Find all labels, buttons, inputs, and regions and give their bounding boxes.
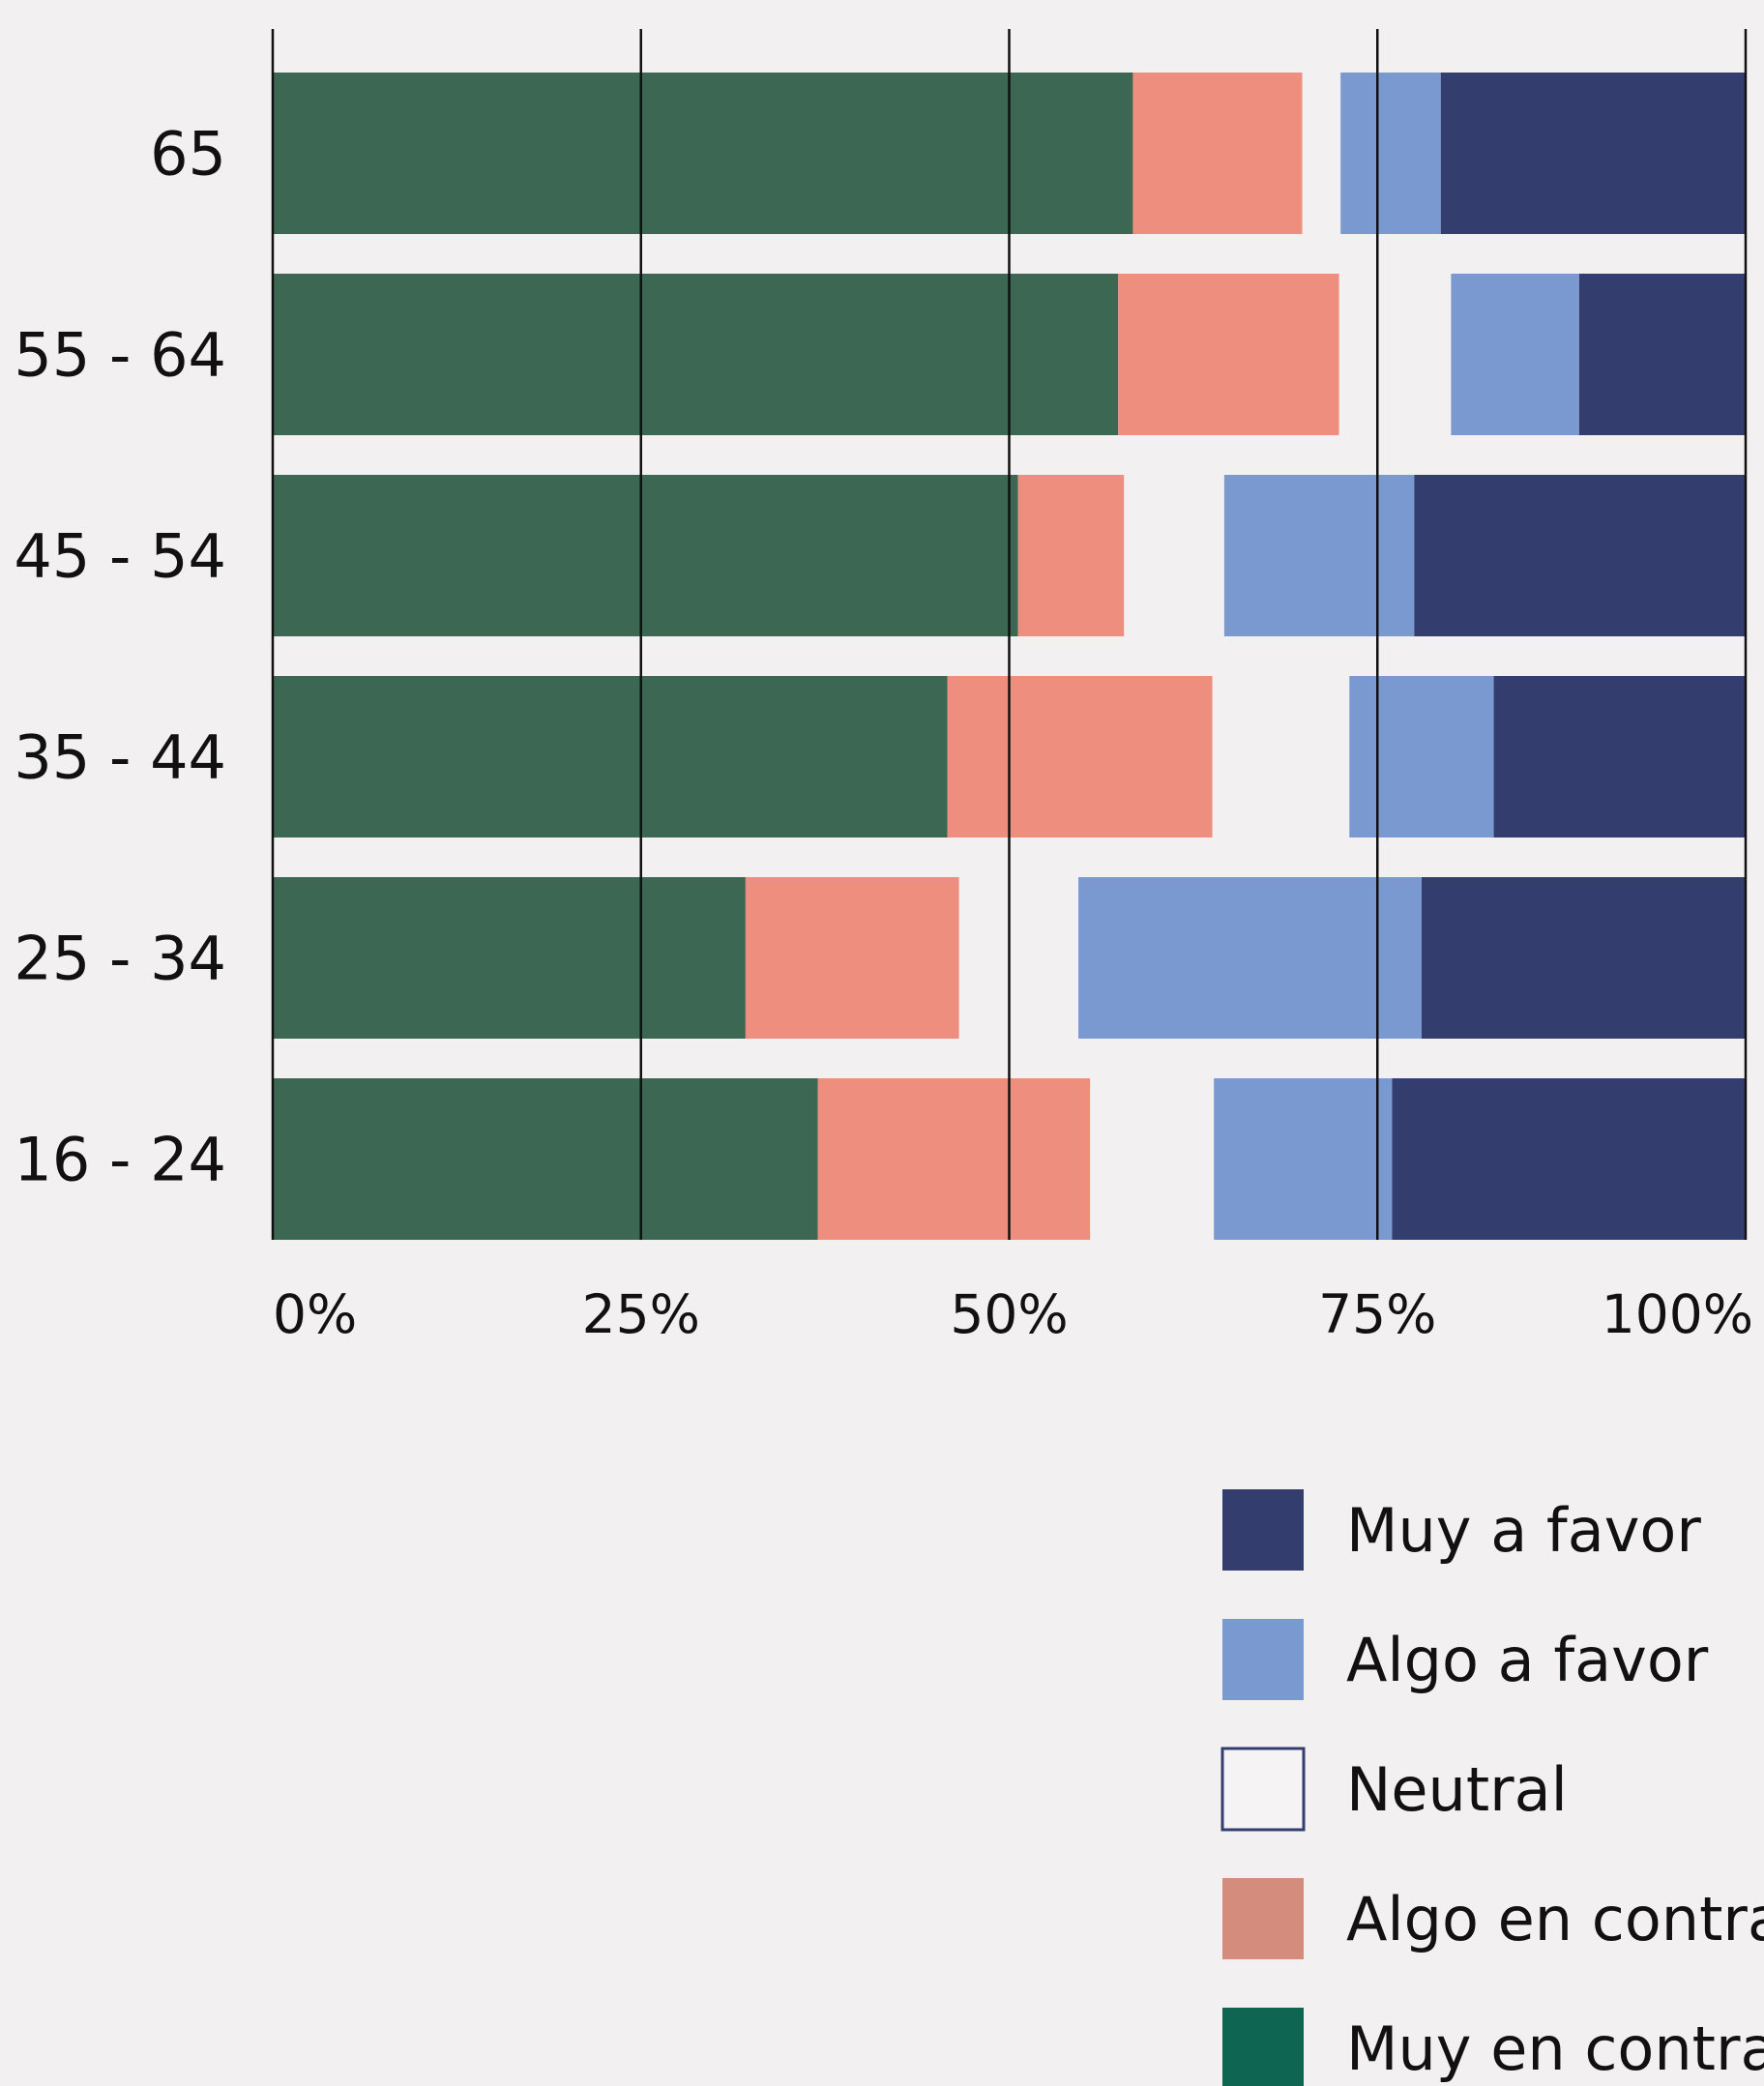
legend-swatch-algo-a-favor: [1222, 1619, 1304, 1700]
gridlines-layer: [271, 29, 1748, 1240]
bar-segment-algo-en-contra-35-44: [947, 676, 1213, 837]
legend-swatch-algo-en-contra: [1222, 1878, 1304, 1959]
x-tick-label: 100%: [1602, 1283, 1753, 1345]
bar-segment-neutral-25-34: [958, 877, 1079, 1039]
bar-segment-neutral-16-24: [1090, 1078, 1215, 1240]
bar-segment-muy-a-favor-25-34: [1421, 877, 1746, 1039]
bar-segment-algo-a-favor-65: [1340, 73, 1441, 234]
legend-swatch-muy-a-favor: [1222, 1489, 1304, 1571]
x-tick-label: 0%: [273, 1283, 357, 1345]
bar-segment-algo-a-favor-45-54: [1223, 475, 1415, 636]
category-label: 65: [150, 119, 226, 190]
bar-segment-muy-a-favor-55-64: [1578, 274, 1746, 435]
bar-segment-muy-en-contra-25-34: [273, 877, 746, 1039]
bar-segment-algo-en-contra-65: [1132, 73, 1303, 234]
bar-segment-algo-en-contra-45-54: [1017, 475, 1125, 636]
bar-segment-algo-a-favor-25-34: [1078, 877, 1422, 1039]
category-label: 55 - 64: [14, 320, 226, 391]
legend-label-neutral: Neutral: [1346, 1754, 1568, 1825]
bars-layer: [273, 73, 1746, 1240]
category-labels: 65 55 - 64 45 - 54 35 - 44 25 - 34 16 - 24: [14, 119, 226, 1195]
x-tick-label: 25%: [582, 1283, 700, 1345]
bar-segment-muy-en-contra-55-64: [273, 274, 1119, 435]
x-axis-tick-labels: 0% 25% 50% 75% 100%: [273, 1283, 1753, 1345]
bar-segment-muy-a-favor-45-54: [1414, 475, 1746, 636]
bar-segment-muy-en-contra-16-24: [273, 1078, 818, 1240]
bar-segment-algo-a-favor-35-44: [1349, 676, 1494, 837]
bar-segment-neutral-35-44: [1212, 676, 1350, 837]
bar-segment-muy-a-favor-65: [1440, 73, 1746, 234]
bar-segment-muy-en-contra-65: [273, 73, 1133, 234]
legend-swatch-muy-en-contra: [1222, 2008, 1304, 2086]
bar-segment-neutral-65: [1302, 73, 1341, 234]
bar-segment-muy-en-contra-35-44: [273, 676, 948, 837]
legend-label-algo-a-favor: Algo a favor: [1346, 1625, 1709, 1695]
bar-segment-muy-a-favor-35-44: [1493, 676, 1746, 837]
category-label: 45 - 54: [14, 521, 226, 592]
bar-segment-algo-en-contra-25-34: [745, 877, 959, 1039]
legend-swatch-neutral: [1220, 1747, 1306, 1832]
legend-label-muy-a-favor: Muy a favor: [1346, 1495, 1701, 1566]
bar-segment-algo-a-favor-55-64: [1451, 274, 1579, 435]
bar-segment-algo-a-favor-16-24: [1214, 1078, 1393, 1240]
category-label: 16 - 24: [14, 1125, 226, 1195]
bar-segment-muy-en-contra-45-54: [273, 475, 1018, 636]
x-tick-label: 75%: [1318, 1283, 1436, 1345]
bar-segment-muy-a-favor-16-24: [1392, 1078, 1746, 1240]
legend-label-muy-en-contra: Muy en contra: [1346, 2013, 1764, 2084]
legend-label-algo-en-contra: Algo en contra: [1346, 1884, 1764, 1954]
bar-segment-algo-en-contra-16-24: [817, 1078, 1091, 1240]
x-tick-label: 50%: [950, 1283, 1068, 1345]
category-label: 25 - 34: [14, 924, 226, 994]
bar-segment-algo-en-contra-55-64: [1118, 274, 1339, 435]
bar-segment-neutral-45-54: [1124, 475, 1224, 636]
category-label: 35 - 44: [14, 722, 226, 793]
bar-segment-neutral-55-64: [1338, 274, 1452, 435]
legend: Muy a favor Algo a favor Neutral Algo en co…: [1220, 1489, 1764, 2086]
